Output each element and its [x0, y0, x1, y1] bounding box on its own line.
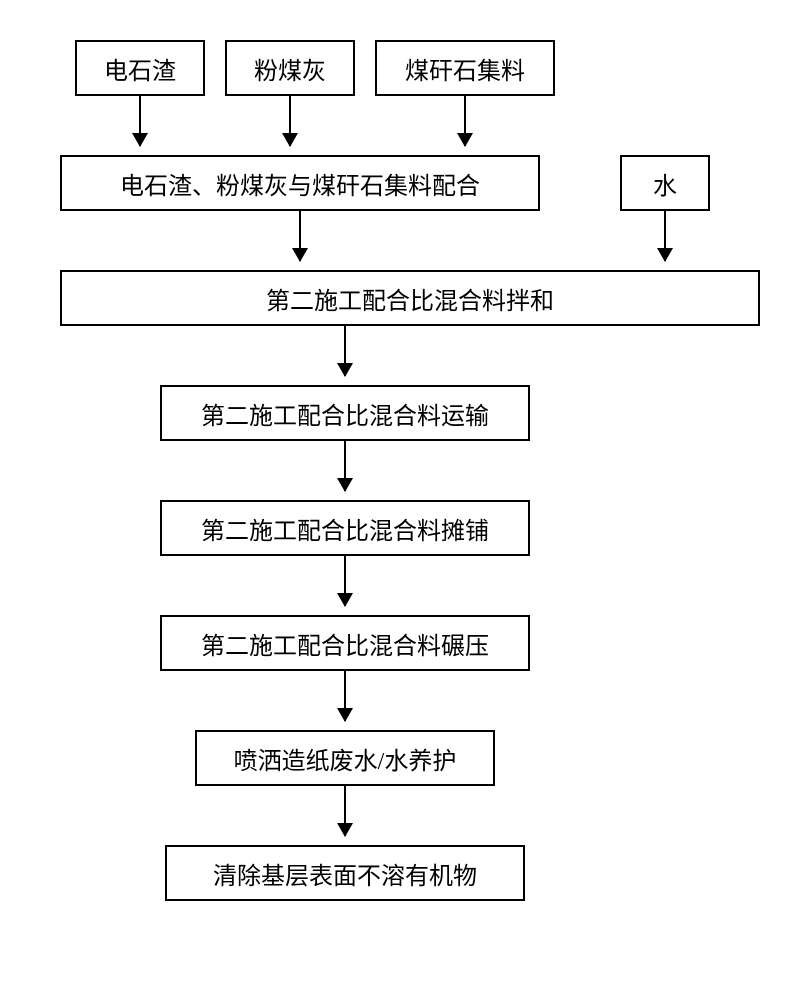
arrow — [139, 96, 141, 146]
node-s6: 清除基层表面不溶有机物 — [165, 845, 525, 901]
arrow — [289, 96, 291, 146]
node-s2: 第二施工配合比混合料运输 — [160, 385, 530, 441]
node-s3: 第二施工配合比混合料摊铺 — [160, 500, 530, 556]
node-label: 电石渣 — [104, 51, 176, 86]
arrow — [299, 211, 301, 261]
node-label: 煤矸石集料 — [405, 51, 525, 86]
arrow — [344, 786, 346, 836]
arrow — [464, 96, 466, 146]
node-in2: 粉煤灰 — [225, 40, 355, 96]
node-label: 第二施工配合比混合料拌和 — [266, 281, 554, 316]
node-water: 水 — [620, 155, 710, 211]
arrow — [664, 211, 666, 261]
flowchart-canvas: 电石渣 粉煤灰 煤矸石集料 电石渣、粉煤灰与煤矸石集料配合 水 第二施工配合比混… — [0, 0, 808, 1000]
arrow — [344, 441, 346, 491]
node-label: 清除基层表面不溶有机物 — [213, 856, 477, 891]
node-label: 第二施工配合比混合料碾压 — [201, 626, 489, 661]
arrow — [344, 556, 346, 606]
node-s1: 第二施工配合比混合料拌和 — [60, 270, 760, 326]
node-in3: 煤矸石集料 — [375, 40, 555, 96]
node-s5: 喷洒造纸废水/水养护 — [195, 730, 495, 786]
node-label: 电石渣、粉煤灰与煤矸石集料配合 — [120, 166, 480, 201]
node-label: 第二施工配合比混合料运输 — [201, 396, 489, 431]
node-in1: 电石渣 — [75, 40, 205, 96]
node-label: 粉煤灰 — [254, 51, 326, 86]
node-label: 第二施工配合比混合料摊铺 — [201, 511, 489, 546]
arrow — [344, 326, 346, 376]
arrow — [344, 671, 346, 721]
node-mix1: 电石渣、粉煤灰与煤矸石集料配合 — [60, 155, 540, 211]
node-s4: 第二施工配合比混合料碾压 — [160, 615, 530, 671]
node-label: 喷洒造纸废水/水养护 — [234, 741, 457, 776]
node-label: 水 — [653, 166, 677, 201]
